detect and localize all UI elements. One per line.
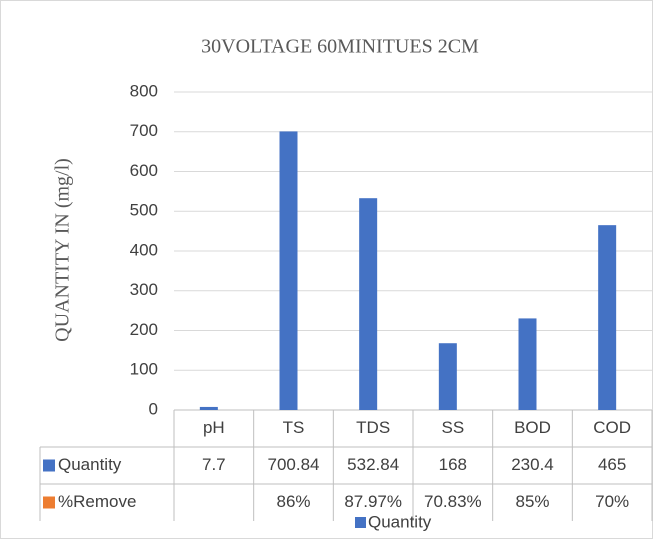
table-legend-key [43, 459, 55, 472]
table-cell: 168 [439, 455, 467, 474]
y-tick-label: 100 [130, 360, 158, 379]
table-cell: 230.4 [511, 455, 554, 474]
table-row-label: %Remove [58, 492, 136, 511]
table-cell: 70.83% [424, 492, 482, 511]
y-tick-label: 200 [130, 320, 158, 339]
legend-key [355, 517, 366, 528]
bar [598, 225, 617, 410]
y-tick-label: 400 [130, 240, 158, 259]
table-cell: 86% [276, 492, 310, 511]
table-cell: 7.7 [202, 455, 226, 474]
bar [518, 318, 537, 410]
table-cell: 532.84 [347, 455, 399, 474]
y-tick-label: 800 [130, 81, 158, 100]
y-tick-label: 700 [130, 121, 158, 140]
bar [438, 343, 457, 410]
bar [279, 131, 298, 410]
table-cell: 85% [515, 492, 549, 511]
y-tick-label: 500 [130, 201, 158, 220]
table-legend-key [43, 496, 55, 509]
chart-title: 30VOLTAGE 60MINITUES 2CM [201, 36, 479, 58]
table-cell: 465 [598, 455, 626, 474]
table-cell: 700.84 [268, 455, 320, 474]
bar [199, 406, 218, 410]
y-axis-label: QUANTITY IN (mg/l) [52, 158, 74, 342]
table-row-label: Quantity [58, 455, 122, 474]
x-tick-label: TS [283, 418, 305, 437]
y-tick-label: 600 [130, 161, 158, 180]
x-tick-label: pH [203, 418, 225, 437]
x-tick-label: COD [593, 418, 631, 437]
table-cell: 87.97% [344, 492, 402, 511]
table-cell: 70% [595, 492, 629, 511]
x-tick-label: BOD [514, 418, 551, 437]
legend-label: Quantity [368, 512, 432, 531]
bar [359, 198, 378, 410]
x-tick-label: SS [441, 418, 464, 437]
y-tick-label: 0 [149, 399, 158, 418]
x-tick-label: TDS [356, 418, 390, 437]
y-tick-label: 300 [130, 280, 158, 299]
